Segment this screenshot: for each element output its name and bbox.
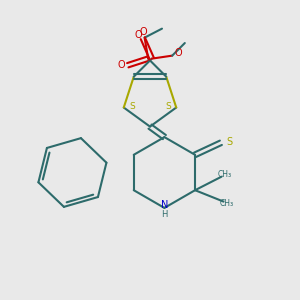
Text: O: O bbox=[175, 48, 183, 58]
Text: N: N bbox=[161, 200, 168, 210]
Text: H: H bbox=[161, 210, 168, 219]
Text: S: S bbox=[227, 136, 233, 147]
Text: CH₃: CH₃ bbox=[220, 199, 234, 208]
Text: S: S bbox=[129, 102, 135, 111]
Text: S: S bbox=[165, 102, 171, 111]
Text: CH₃: CH₃ bbox=[218, 170, 232, 179]
Text: O: O bbox=[117, 60, 125, 70]
Text: O: O bbox=[134, 30, 142, 40]
Text: O: O bbox=[140, 27, 147, 37]
